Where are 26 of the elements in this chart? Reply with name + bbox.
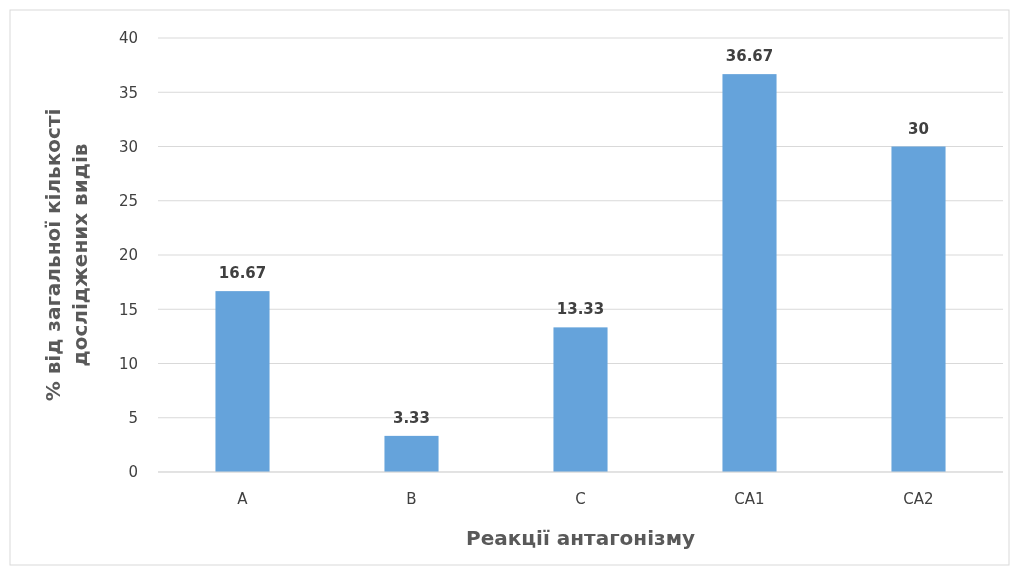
y-tick-label: 40 — [118, 29, 138, 48]
y-tick-label: 25 — [118, 192, 138, 210]
data-label: 36.67 — [725, 47, 774, 66]
bar — [553, 327, 608, 472]
y-tick-label: 5 — [128, 409, 138, 427]
y-tick-label: 20 — [118, 246, 138, 265]
bar — [891, 146, 946, 472]
data-label: 13.33 — [556, 300, 605, 319]
data-label: 3.33 — [392, 408, 431, 427]
bar — [722, 74, 777, 472]
x-tick-label: CA2 — [903, 490, 934, 508]
y-tick-label: 0 — [128, 463, 138, 482]
y-tick-label: 30 — [118, 137, 138, 156]
data-label: 16.67 — [218, 264, 267, 283]
bar — [215, 291, 270, 472]
y-tick-label: 15 — [118, 300, 138, 319]
x-tick-label: B — [406, 490, 417, 508]
y-tick-label: 10 — [118, 354, 138, 373]
y-axis-title: % від загальної кількості досліджених видів — [41, 108, 92, 402]
x-axis-title: Реакції антагонізму — [465, 526, 696, 550]
data-label: 30 — [908, 119, 929, 138]
y-tick-label: 35 — [118, 83, 138, 102]
x-tick-label: A — [237, 490, 249, 508]
x-tick-label: C — [575, 490, 586, 508]
bar — [384, 435, 439, 472]
x-tick-label: CA1 — [734, 490, 765, 508]
